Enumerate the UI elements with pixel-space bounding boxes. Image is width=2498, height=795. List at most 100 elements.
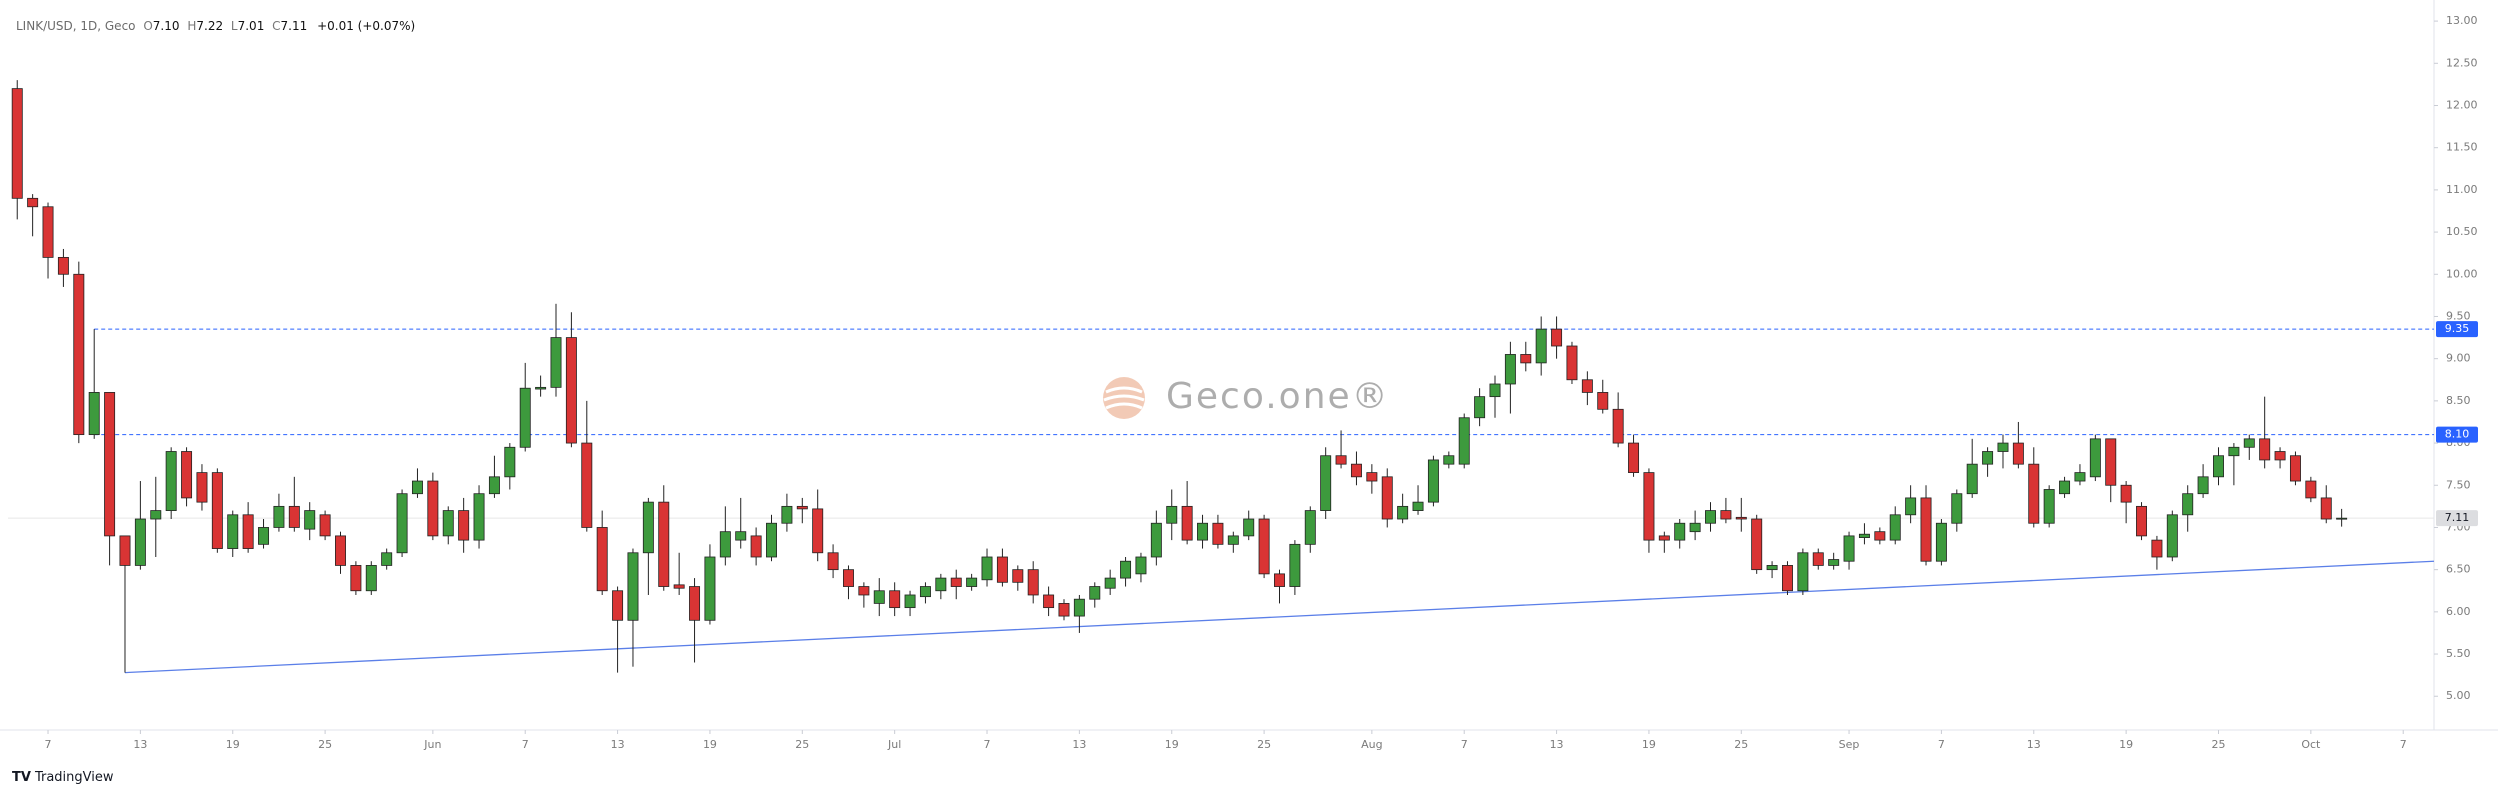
candle-body xyxy=(134,518,146,566)
x-tick-label: Aug xyxy=(1361,738,1382,751)
candle-body xyxy=(2074,472,2086,482)
candle-body xyxy=(1320,455,1332,511)
legend: LINK/USD, 1D, Geco O7.10 H7.22 L7.01 C7.… xyxy=(16,19,415,33)
candle-body xyxy=(766,522,777,558)
x-tick-label: Jun xyxy=(423,738,441,751)
candle-body xyxy=(1889,514,1901,541)
legend-symbol: LINK/USD, 1D, Geco xyxy=(16,19,136,33)
candle-body xyxy=(519,387,531,448)
candle-body xyxy=(2320,497,2332,520)
candle-body xyxy=(2182,493,2194,516)
candle-body xyxy=(2105,438,2117,486)
x-tick-label: 7 xyxy=(984,738,991,751)
candle-body xyxy=(1212,522,1224,545)
candle-body xyxy=(1335,455,1347,465)
y-tick-label: 12.00 xyxy=(2446,98,2478,111)
x-tick-label: 19 xyxy=(1642,738,1656,751)
candle-body xyxy=(1812,552,1824,566)
candle-body xyxy=(181,451,193,499)
candle-body xyxy=(1858,533,1870,538)
candle-body xyxy=(2213,455,2224,478)
candle-body xyxy=(350,565,362,592)
watermark-logo-lines xyxy=(1103,386,1145,410)
candle-body xyxy=(1751,518,1763,571)
candle-body xyxy=(242,514,254,549)
y-tick-label: 10.50 xyxy=(2446,225,2478,238)
x-tick-label: 25 xyxy=(1257,738,1271,751)
x-tick-label: 25 xyxy=(318,738,332,751)
candle-body xyxy=(1797,552,1809,592)
candle-body xyxy=(1027,569,1039,596)
candle-body xyxy=(27,197,39,208)
candle-body xyxy=(1720,510,1732,520)
candle-body xyxy=(288,505,300,528)
y-tick-label: 6.50 xyxy=(2446,563,2471,576)
x-tick-label: 19 xyxy=(703,738,717,751)
y-tick-label: 8.50 xyxy=(2446,394,2471,407)
candle-body xyxy=(1628,442,1640,474)
candle-body xyxy=(1458,417,1470,465)
candle-body xyxy=(1243,518,1255,537)
candle-body xyxy=(2120,484,2132,503)
x-tick-label: 13 xyxy=(1072,738,1086,751)
candle-body xyxy=(1289,543,1301,587)
candle-body xyxy=(365,565,377,592)
candle-body xyxy=(2197,476,2209,495)
candle-body xyxy=(73,273,85,436)
candle-body xyxy=(1427,459,1439,503)
watermark-logo xyxy=(1103,377,1145,419)
price-label-box xyxy=(2436,510,2478,527)
candle-body xyxy=(2136,505,2148,537)
candle-body xyxy=(1735,516,1747,520)
y-tick-label: 5.00 xyxy=(2446,689,2471,702)
x-tick-label: Oct xyxy=(2301,738,2321,751)
y-tick-label: 10.00 xyxy=(2446,267,2478,280)
candle-body xyxy=(689,586,701,621)
candle-body xyxy=(1535,328,1547,364)
x-tick-label: 13 xyxy=(133,738,147,751)
candle-body xyxy=(1920,497,1932,562)
candle-body xyxy=(2259,438,2271,461)
x-tick-label: 13 xyxy=(611,738,625,751)
candle-body xyxy=(88,392,100,436)
candle-body xyxy=(488,476,500,495)
y-tick-label: 11.00 xyxy=(2446,183,2478,196)
candle-body xyxy=(704,556,716,621)
candle-body xyxy=(673,584,685,589)
candle-body xyxy=(1781,565,1793,592)
candle-body xyxy=(1643,472,1655,541)
candle-body xyxy=(196,472,208,503)
candle-body xyxy=(1674,522,1686,541)
candle-body xyxy=(550,337,562,388)
x-tick-label: 25 xyxy=(1734,738,1748,751)
price-label: 7.11 xyxy=(2445,511,2470,524)
candle-body xyxy=(1843,535,1855,562)
candle-body xyxy=(581,442,593,528)
candle-body xyxy=(1597,392,1609,410)
candle-body xyxy=(1874,531,1886,541)
candle-body xyxy=(2028,463,2040,524)
legend-h: H xyxy=(187,19,196,33)
candle-body xyxy=(1104,577,1116,589)
candle-body xyxy=(1935,522,1947,562)
candle-body xyxy=(319,514,331,537)
candle-body xyxy=(658,501,670,587)
candle-body xyxy=(966,577,978,587)
candle-body xyxy=(1166,505,1178,524)
candle-body xyxy=(335,535,346,566)
candle-body xyxy=(719,531,731,558)
candle-body xyxy=(2043,489,2055,524)
candle-body xyxy=(442,510,454,537)
x-tick-label: 25 xyxy=(2211,738,2225,751)
candle-body xyxy=(935,577,947,592)
candle-body xyxy=(642,501,654,554)
candle-body xyxy=(1504,354,1516,385)
candle-body xyxy=(2166,514,2178,558)
x-tick-label: 19 xyxy=(226,738,240,751)
x-tick-label: 19 xyxy=(1165,738,1179,751)
candle-body xyxy=(1058,603,1070,617)
y-tick-label: 11.50 xyxy=(2446,141,2478,154)
candle-body xyxy=(1982,451,1994,465)
candle-body xyxy=(996,556,1008,583)
candle-body xyxy=(1366,472,1378,482)
